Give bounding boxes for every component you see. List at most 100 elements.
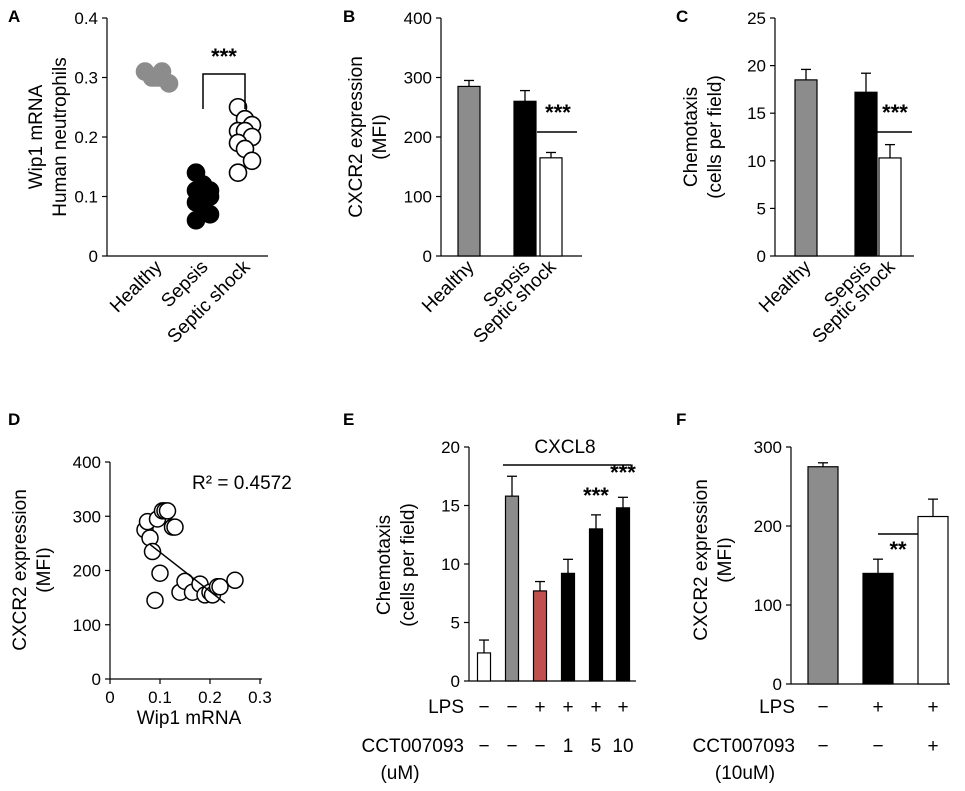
- panel-a-sig-bracket: [202, 73, 246, 109]
- panel-f-ytick-label: 0: [773, 675, 782, 694]
- panel-c-ytick-label: 15: [747, 104, 766, 123]
- panel-e-row-value: 1: [563, 736, 574, 757]
- panel-b-ytick-label: 200: [404, 128, 432, 147]
- panel-f-row-value: +: [872, 697, 883, 718]
- panel-e-bar: [560, 572, 576, 682]
- panel-b-bar: [539, 157, 563, 257]
- panel-c-ylabel-line1: Chemotaxis: [681, 87, 702, 187]
- panel-e-stars: ***: [610, 460, 636, 485]
- panel-e-row-value: +: [617, 697, 628, 718]
- panel-label-a: A: [8, 7, 20, 26]
- panel-c: Chemotaxis (cells per field) 0510152025 …: [681, 9, 914, 348]
- panel-b-ytick-label: 100: [404, 188, 432, 207]
- panel-label-d: D: [8, 410, 20, 429]
- panel-a-ytick-label: 0.1: [74, 188, 98, 207]
- panel-e-row-value: +: [562, 697, 573, 718]
- panel-f-row-value: −: [817, 697, 828, 718]
- panel-e-row-value: −: [534, 736, 545, 757]
- panel-a-ytick-label: 0.3: [74, 69, 98, 88]
- panel-a-ylabel-line1: Wip1 mRNA: [26, 84, 47, 189]
- panel-e-ytick-label: 5: [451, 614, 460, 633]
- panel-a-category-label: Healthy: [106, 256, 167, 317]
- panel-a-ylabel: Wip1 mRNA Human neutrophils: [26, 57, 71, 216]
- panel-d-point: [158, 502, 177, 520]
- panel-d-xtick-label: 0.1: [148, 688, 172, 707]
- panel-e-row-value: 5: [591, 736, 602, 757]
- panel-b-stars: ***: [545, 100, 571, 125]
- panel-e-bar: [615, 507, 631, 682]
- panel-e-ytick-label: 0: [451, 672, 460, 691]
- panel-e-ylabel-line2: (cells per field): [398, 503, 419, 627]
- panel-f-row-value: −: [872, 736, 883, 757]
- panel-d-point: [143, 542, 162, 561]
- panel-label-b: B: [343, 7, 355, 26]
- panel-e-bar: [504, 495, 520, 682]
- panel-d-ylabel-line2: (MFI): [34, 547, 55, 592]
- panel-c-bar: [878, 157, 902, 257]
- panel-d-ytick-label: 300: [73, 507, 101, 526]
- panel-e-row-value: −: [478, 697, 489, 718]
- panel-f-ylabel-line2: (MFI): [715, 537, 736, 582]
- panel-b-ytick-label: 0: [423, 247, 432, 266]
- panel-f-bar: [807, 466, 839, 685]
- panel-f-row-value: +: [927, 697, 938, 718]
- panel-a-ytick-label: 0.2: [74, 128, 98, 147]
- panel-b-ylabel-line2: (MFI): [370, 114, 391, 159]
- panel-d-point: [211, 578, 229, 596]
- panel-a-point: [228, 163, 248, 182]
- panel-b-ytick-label: 300: [404, 69, 432, 88]
- panel-b-bar: [513, 100, 537, 257]
- panel-e-row-sublabel: (uM): [380, 763, 419, 784]
- panel-e-cxcl8-label: CXCL8: [534, 437, 595, 458]
- panel-d-ytick-label: 200: [73, 562, 101, 581]
- panel-e-ylabel-line1: Chemotaxis: [374, 515, 395, 615]
- panel-f-row-label: LPS: [759, 697, 795, 718]
- panel-d-xtick-label: 0.3: [248, 688, 272, 707]
- panel-d-ytick-label: 100: [73, 616, 101, 635]
- panel-e-row-value: 10: [612, 736, 633, 757]
- panel-f-row-label: CCT007093: [693, 736, 795, 757]
- panel-e-row-label: LPS: [428, 697, 464, 718]
- panel-b-ylabel-line1: CXCR2 expression: [346, 56, 367, 218]
- panel-e-bar: [532, 590, 548, 682]
- panel-f-stars: **: [889, 537, 907, 562]
- panel-f: CXCR2 expression (MFI) 0 100 200 300 ** LPS…: [691, 438, 950, 784]
- panel-f-row-sublabel: (10uM): [715, 763, 775, 784]
- panel-c-ytick-label: 10: [747, 152, 766, 171]
- panel-f-ytick-label: 100: [754, 596, 782, 615]
- panel-c-bar: [794, 79, 818, 257]
- panel-e-ytick-label: 10: [441, 555, 460, 574]
- panel-d-ylabel: CXCR2 expression (MFI): [10, 489, 55, 651]
- panel-d-ytick-label: 0: [92, 670, 101, 689]
- panel-a-ytick-label: 0: [89, 247, 98, 266]
- panel-e-row-value: +: [590, 697, 601, 718]
- panel-e-ylabel: Chemotaxis (cells per field): [374, 503, 419, 627]
- panel-e-row-value: −: [506, 697, 517, 718]
- panel-e-row-value: −: [478, 736, 489, 757]
- panel-e-ytick-label: 15: [441, 497, 460, 516]
- panel-a-stars: ***: [211, 44, 237, 69]
- panel-c-ytick-label: 20: [747, 57, 766, 76]
- panel-c-ytick-label: 0: [757, 247, 766, 266]
- panel-f-ylabel-line1: CXCR2 expression: [691, 479, 712, 641]
- panel-e-ytick-label: 20: [441, 438, 460, 457]
- panel-c-stars: ***: [882, 100, 908, 125]
- panel-a-point: [142, 68, 162, 87]
- panel-d-xtick-label: 0.2: [198, 688, 222, 707]
- panel-d-r2: R² = 0.4572: [192, 473, 292, 494]
- panel-d-ytick-label: 400: [73, 453, 101, 472]
- panel-b-ylabel: CXCR2 expression (MFI): [346, 56, 391, 218]
- panel-e-bar: [476, 652, 492, 682]
- panel-c-ytick-label: 5: [757, 199, 766, 218]
- panel-a-point: [159, 74, 179, 93]
- panel-d: CXCR2 expression (MFI) 0 100 200 300 400 0 0.…: [10, 453, 292, 729]
- panel-f-ytick-label: 300: [754, 438, 782, 457]
- panel-f-row-value: −: [817, 736, 828, 757]
- panel-b-ytick-label: 400: [404, 9, 432, 28]
- panel-d-ylabel-line1: CXCR2 expression: [10, 489, 31, 651]
- panel-c-ylabel: Chemotaxis (cells per field): [681, 75, 726, 199]
- panel-a-ylabel-line2: Human neutrophils: [50, 57, 71, 216]
- panel-d-point: [226, 571, 244, 590]
